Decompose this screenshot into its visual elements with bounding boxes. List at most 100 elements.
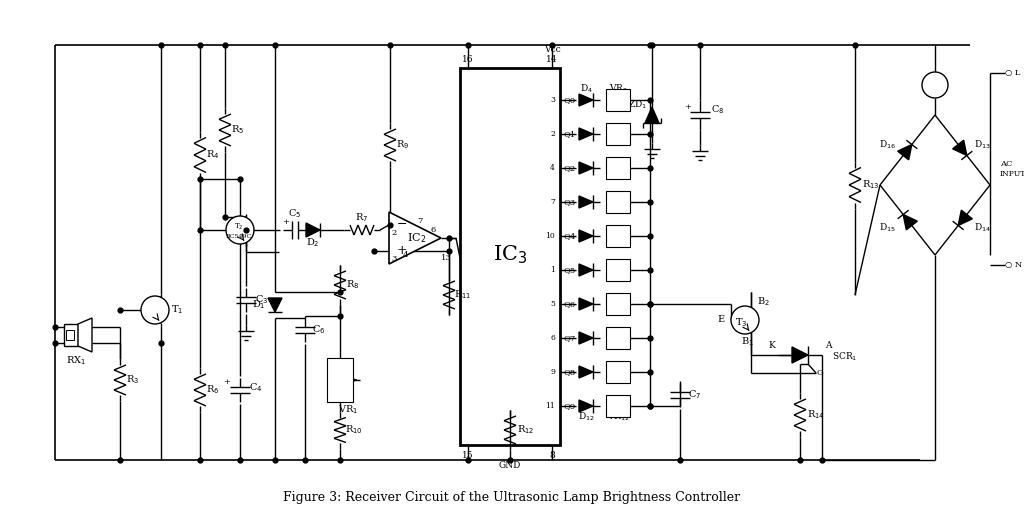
Polygon shape: [579, 196, 593, 208]
Bar: [327, 358, 353, 402]
Text: ○ L: ○ L: [1005, 69, 1021, 77]
Polygon shape: [579, 94, 593, 106]
Text: ○ N: ○ N: [1005, 261, 1022, 269]
Text: C$_6$: C$_6$: [312, 323, 326, 336]
Text: D$_{14}$: D$_{14}$: [974, 222, 991, 234]
Text: R$_{11}$: R$_{11}$: [455, 289, 472, 302]
Text: D$_{16}$: D$_{16}$: [879, 139, 896, 151]
Circle shape: [731, 306, 759, 334]
Text: E: E: [718, 316, 725, 324]
Polygon shape: [579, 162, 593, 174]
Text: Q2: Q2: [564, 164, 577, 172]
Polygon shape: [78, 318, 92, 352]
Text: ZD$_1$: ZD$_1$: [629, 99, 647, 111]
Text: VR$_3$: VR$_3$: [608, 83, 628, 95]
Text: 7: 7: [418, 217, 423, 225]
Bar: [606, 225, 630, 247]
Text: 14: 14: [546, 56, 558, 64]
Text: K: K: [769, 341, 775, 349]
Text: 4: 4: [402, 251, 408, 259]
Text: G: G: [816, 369, 823, 377]
Text: IC$_3$: IC$_3$: [493, 244, 527, 266]
Text: D$_1$: D$_1$: [252, 298, 266, 311]
Text: +: +: [223, 378, 230, 386]
Text: Q5: Q5: [564, 266, 577, 274]
Text: SCR$_1$: SCR$_1$: [831, 351, 857, 363]
Text: 8: 8: [549, 450, 555, 460]
Text: 13: 13: [441, 254, 452, 262]
Text: 11: 11: [545, 402, 555, 410]
Text: Q3: Q3: [564, 198, 577, 206]
Polygon shape: [645, 107, 659, 123]
Text: RX$_1$: RX$_1$: [66, 355, 86, 368]
Polygon shape: [792, 347, 808, 363]
Text: VR$_1$: VR$_1$: [338, 404, 358, 417]
Text: T$_2$: T$_2$: [234, 222, 244, 232]
Polygon shape: [579, 366, 593, 378]
Text: Q9: Q9: [564, 402, 577, 410]
Polygon shape: [579, 264, 593, 276]
Text: INPUT: INPUT: [1000, 170, 1024, 178]
Polygon shape: [579, 400, 593, 412]
Bar: [606, 123, 630, 145]
Text: C$_5$: C$_5$: [289, 207, 302, 220]
Text: GND: GND: [499, 461, 521, 470]
Text: R$_8$: R$_8$: [346, 279, 359, 291]
Text: 10: 10: [545, 232, 555, 240]
Text: 5: 5: [550, 300, 555, 308]
Bar: [66, 330, 74, 340]
Text: AC: AC: [1000, 160, 1013, 168]
Text: C$_4$: C$_4$: [249, 382, 263, 394]
Bar: [460, 68, 560, 445]
Polygon shape: [958, 210, 973, 226]
Text: R$_5$: R$_5$: [231, 124, 245, 136]
Text: Figure 3: Receiver Circuit of the Ultrasonic Lamp Brightness Controller: Figure 3: Receiver Circuit of the Ultras…: [284, 491, 740, 504]
Text: 2: 2: [550, 130, 555, 138]
Text: D$_{15}$: D$_{15}$: [879, 222, 896, 234]
Text: C$_3$: C$_3$: [255, 294, 268, 306]
Bar: [606, 191, 630, 213]
Text: R$_7$: R$_7$: [355, 212, 369, 225]
Text: IC$_2$: IC$_2$: [408, 231, 427, 245]
Text: +: +: [397, 243, 408, 256]
Bar: [606, 293, 630, 315]
Text: +: +: [685, 103, 691, 111]
Text: A: A: [824, 341, 831, 349]
Text: D$_{12}$: D$_{12}$: [578, 411, 594, 423]
Text: 15: 15: [462, 450, 474, 460]
Text: 3: 3: [550, 96, 555, 104]
Text: D$_4$: D$_4$: [580, 83, 593, 95]
Text: 16: 16: [462, 56, 474, 64]
Bar: [606, 395, 630, 417]
Polygon shape: [579, 128, 593, 140]
Circle shape: [922, 72, 948, 98]
Text: R$_3$: R$_3$: [126, 373, 139, 386]
Text: C$_8$: C$_8$: [712, 103, 725, 116]
Text: 4: 4: [550, 164, 555, 172]
Text: 2: 2: [391, 229, 396, 237]
Text: R$_6$: R$_6$: [206, 384, 220, 396]
Text: R$_{13}$: R$_{13}$: [862, 178, 880, 191]
Polygon shape: [903, 214, 918, 230]
Text: 3: 3: [391, 255, 396, 263]
Text: +: +: [283, 218, 290, 226]
Text: Q7: Q7: [564, 334, 577, 342]
Text: Q4: Q4: [564, 232, 577, 240]
Text: B$_1$: B$_1$: [740, 335, 754, 348]
Text: R$_{10}$: R$_{10}$: [345, 424, 362, 436]
Polygon shape: [952, 140, 967, 155]
Circle shape: [141, 296, 169, 324]
Text: Q6: Q6: [564, 300, 577, 308]
Bar: [606, 259, 630, 281]
Bar: [606, 157, 630, 179]
Text: T$_3$: T$_3$: [735, 317, 748, 329]
Text: BC549C: BC549C: [226, 233, 252, 239]
Circle shape: [226, 216, 254, 244]
Polygon shape: [306, 223, 319, 237]
Polygon shape: [579, 230, 593, 242]
Text: 9: 9: [550, 368, 555, 376]
Text: C$_7$: C$_7$: [688, 388, 701, 401]
Text: Vcc: Vcc: [544, 45, 560, 55]
Text: R$_9$: R$_9$: [396, 139, 410, 151]
Text: 6: 6: [430, 226, 435, 234]
